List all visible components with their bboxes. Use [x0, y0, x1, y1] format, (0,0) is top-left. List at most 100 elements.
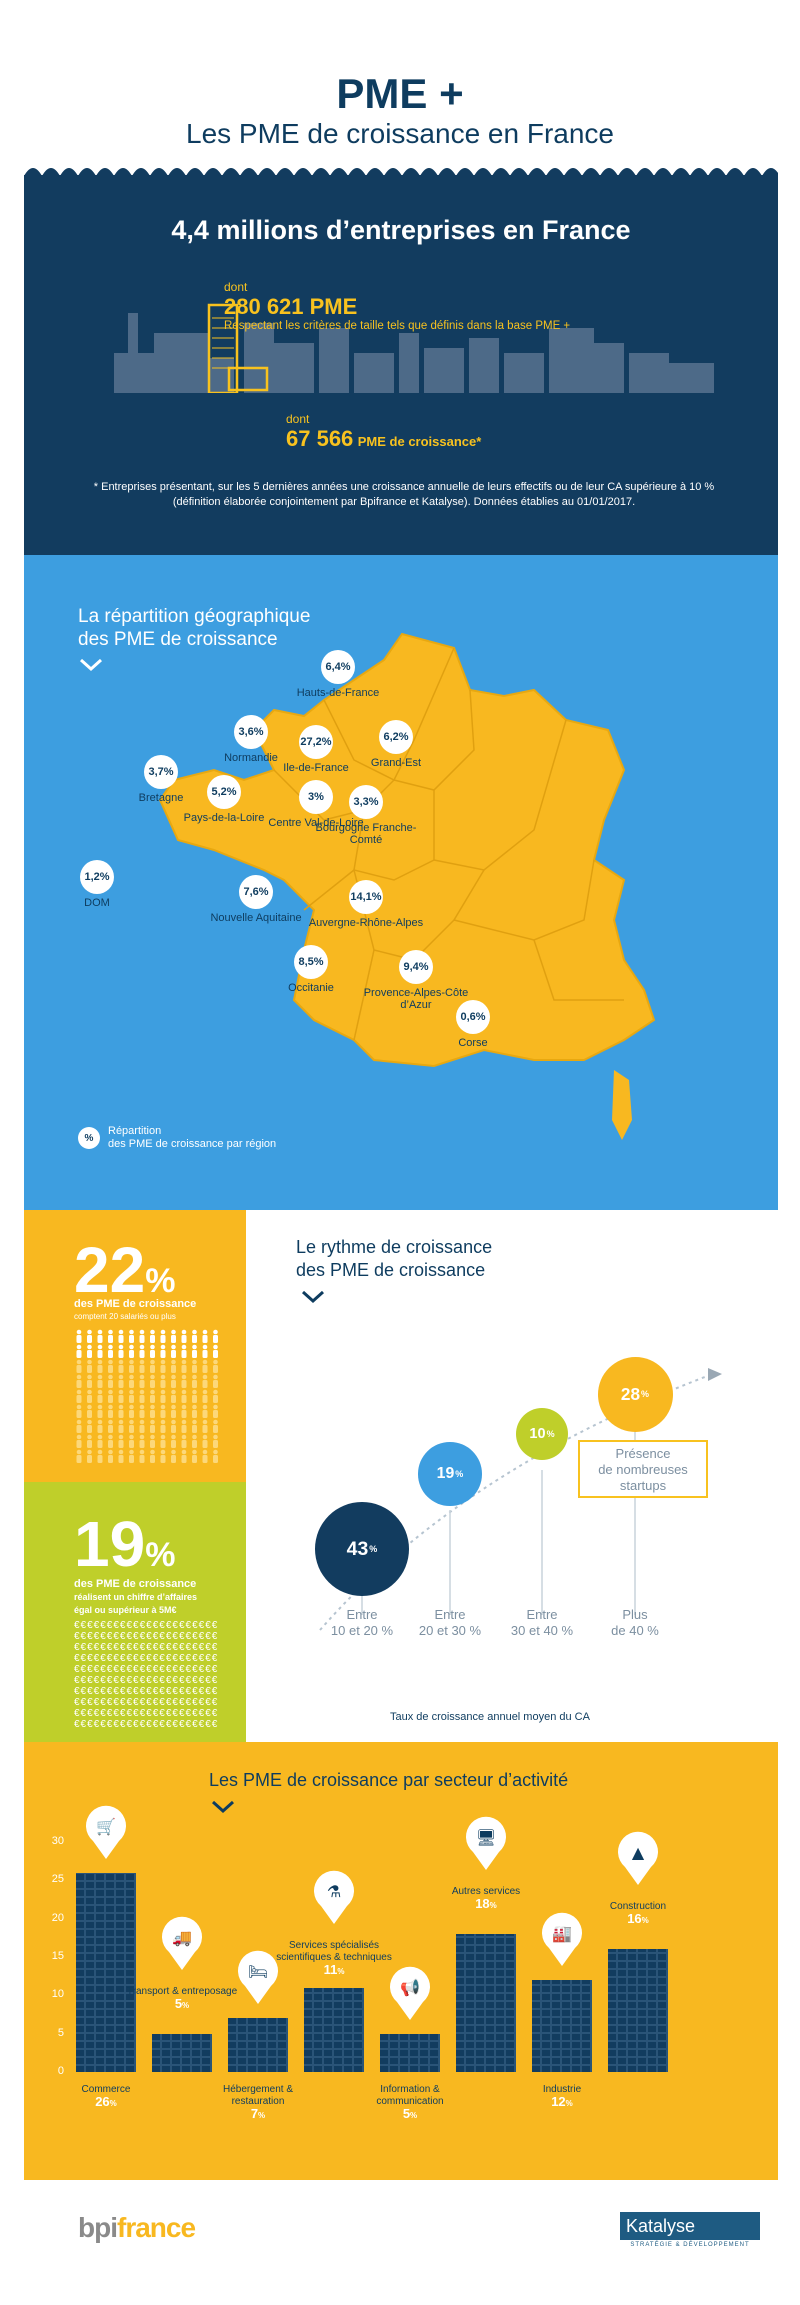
svg-text:🏭: 🏭	[552, 1924, 572, 1943]
flask-icon: ⚗	[311, 1868, 357, 1926]
stat-revenue-line1: des PME de croissance	[74, 1578, 197, 1590]
sector-section: Les PME de croissance par secteur d’acti…	[24, 1742, 778, 2180]
footnote: * Entreprises présentant, sur les 5 dern…	[93, 481, 715, 508]
y-tick-label: 30	[51, 1835, 64, 1847]
sector-label: Commerce 26%	[81, 2084, 131, 2109]
region-value-bubble: 9,4%	[399, 950, 433, 984]
bpi-text: bpi	[78, 2212, 118, 2243]
growth-label: Entre 30 et 40 %	[510, 1607, 574, 1638]
region-value-bubble: 8,5%	[294, 945, 328, 979]
truck-icon: 🚚	[159, 1914, 205, 1972]
dont-label: dont	[224, 280, 248, 294]
factory-icon: 🏭	[539, 1910, 585, 1968]
chevron-down-icon	[211, 1800, 235, 1814]
region-value-bubble: 3,3%	[349, 785, 383, 819]
dont-label-2: dont	[286, 412, 310, 426]
region-label: Corse	[458, 1037, 488, 1049]
y-tick-label: 5	[57, 2026, 64, 2039]
stat-revenue-desc: des PME de croissance réalisent un chiff…	[74, 1578, 197, 1617]
region-value-bubble: 3,6%	[234, 715, 268, 749]
katalyse-logo: Katalyse	[620, 2212, 760, 2240]
growth-count: 67 566	[286, 426, 354, 451]
svg-text:🛒: 🛒	[96, 1817, 116, 1836]
y-tick-label: 15	[51, 1950, 64, 1962]
skyline-illustration	[114, 303, 714, 393]
sector-label: Construction 16%	[609, 1901, 667, 1927]
region-label: Centre Val-de-Loire	[268, 817, 364, 829]
svg-text:📢: 📢	[400, 1978, 420, 1997]
stat-employees-line1: des PME de croissance	[74, 1298, 197, 1310]
chevron-down-icon	[79, 658, 103, 672]
growth-count-block: dont 67 566 PME de croissance*	[286, 412, 481, 452]
startup-callout: Présence de nombreuses startups	[578, 1440, 708, 1498]
sector-bar	[304, 1987, 364, 2072]
growth-label: Entre 20 et 30 %	[418, 1607, 482, 1638]
callout-line2: de nombreuses	[598, 1462, 688, 1477]
region-label: Occitanie	[288, 982, 334, 994]
growth-title: Le rythme de croissance des PME de crois…	[296, 1236, 492, 1282]
region-value-bubble: 5,2%	[207, 775, 241, 809]
region-value-bubble: 0,6%	[456, 1000, 490, 1034]
region-label: Bourgogne Franche-Comté	[315, 822, 417, 846]
france-text: france	[117, 2212, 196, 2243]
geo-title: La répartition géographique des PME de c…	[78, 605, 310, 651]
geo-section: La répartition géographique des PME de c…	[24, 555, 778, 1210]
svg-text:🛏: 🛏	[248, 1962, 268, 1981]
sector-label: Hébergement & restauration 7%	[222, 2084, 294, 2121]
france-map	[158, 632, 656, 1140]
region-label: Pays-de-la-Loire	[183, 812, 265, 824]
growth-bubble: 19%	[418, 1442, 482, 1506]
stat-revenue-percent: %	[145, 1536, 176, 1574]
legend-line1: Répartition	[108, 1125, 162, 1137]
svg-text:🖥: 🖥	[476, 1828, 496, 1847]
sector-bar	[608, 1949, 668, 2072]
svg-text:🚚: 🚚	[172, 1928, 192, 1947]
stat-revenue: 19% des PME de croissance réalisent un c…	[24, 1482, 246, 1742]
wave-divider	[24, 168, 778, 176]
callout-line1: Présence	[615, 1446, 671, 1461]
sector-label: Industrie 12%	[542, 2084, 582, 2109]
region-value-bubble: 27,2%	[299, 725, 333, 759]
sector-bar	[456, 1934, 516, 2072]
sector-title: Les PME de croissance par secteur d’acti…	[209, 1770, 569, 1790]
growth-count-label: PME de croissance*	[357, 434, 482, 449]
legend-bubble: %	[78, 1127, 100, 1149]
y-tick-label: 25	[51, 1873, 64, 1886]
geo-title-line2: des PME de croissance	[78, 629, 278, 650]
region-label: Provence-Alpes-Côte d’Azur	[363, 987, 469, 1011]
growth-bubble: 43%	[315, 1502, 409, 1596]
stat-employees-line2: comptent 20 salariés ou plus	[74, 1312, 176, 1321]
region-label: Normandie	[224, 752, 278, 764]
y-tick-label: 0	[57, 2065, 64, 2077]
growth-label: Entre 10 et 20 %	[330, 1607, 394, 1638]
overview-title: 4,4 millions d’entreprises en France	[171, 215, 631, 245]
header: PME + Les PME de croissance en France	[0, 0, 800, 176]
sector-label: Services spécialisés scientifiques & tec…	[276, 1939, 392, 1977]
sector-label: Autres services 18%	[451, 1886, 521, 1911]
page-subtitle: Les PME de croissance en France	[186, 118, 614, 149]
cone-icon: ▲	[615, 1829, 661, 1887]
region-label: Grand-Est	[370, 757, 422, 769]
stat-revenue-value: 19%	[74, 1512, 175, 1587]
sector-bar	[380, 2033, 440, 2072]
growth-label: Plus de 40 %	[611, 1607, 659, 1638]
sector-label: Transport & entreposage 5%	[126, 1985, 238, 2011]
stat-revenue-line3: égal ou supérieur à 5M€	[74, 1605, 177, 1615]
stat-employees: 22% des PME de croissance comptent 20 sa…	[24, 1210, 246, 1482]
growth-axis-label: Taux de croissance annuel moyen du CA	[390, 1711, 590, 1723]
region-label: Hauts-de-France	[296, 687, 380, 699]
growth-title-line1: Le rythme de croissance	[296, 1237, 493, 1257]
region-value-bubble: 6,4%	[321, 650, 355, 684]
y-tick-label: 20	[51, 1911, 64, 1924]
sector-bar	[152, 2033, 212, 2072]
legend-line2: des PME de croissance par région	[108, 1138, 277, 1150]
bed-icon: 🛏	[235, 1948, 281, 2006]
stat-employees-percent: %	[145, 1262, 176, 1300]
euro-icons: €€€€€€€€€€€€€€€€€€€€€€€€€€€€€€€€€€€€€€€€…	[74, 1620, 219, 1730]
bpifrance-logo: bpifrance	[78, 2212, 196, 2244]
pme-count-block: dont 280 621 PME Respectant les critères…	[224, 280, 570, 332]
region-label: DOM	[84, 897, 110, 909]
growth-title-line2: des PME de croissance	[296, 1260, 486, 1280]
growth-bubble: 28%	[597, 1356, 673, 1432]
callout-line3: startups	[619, 1478, 667, 1493]
